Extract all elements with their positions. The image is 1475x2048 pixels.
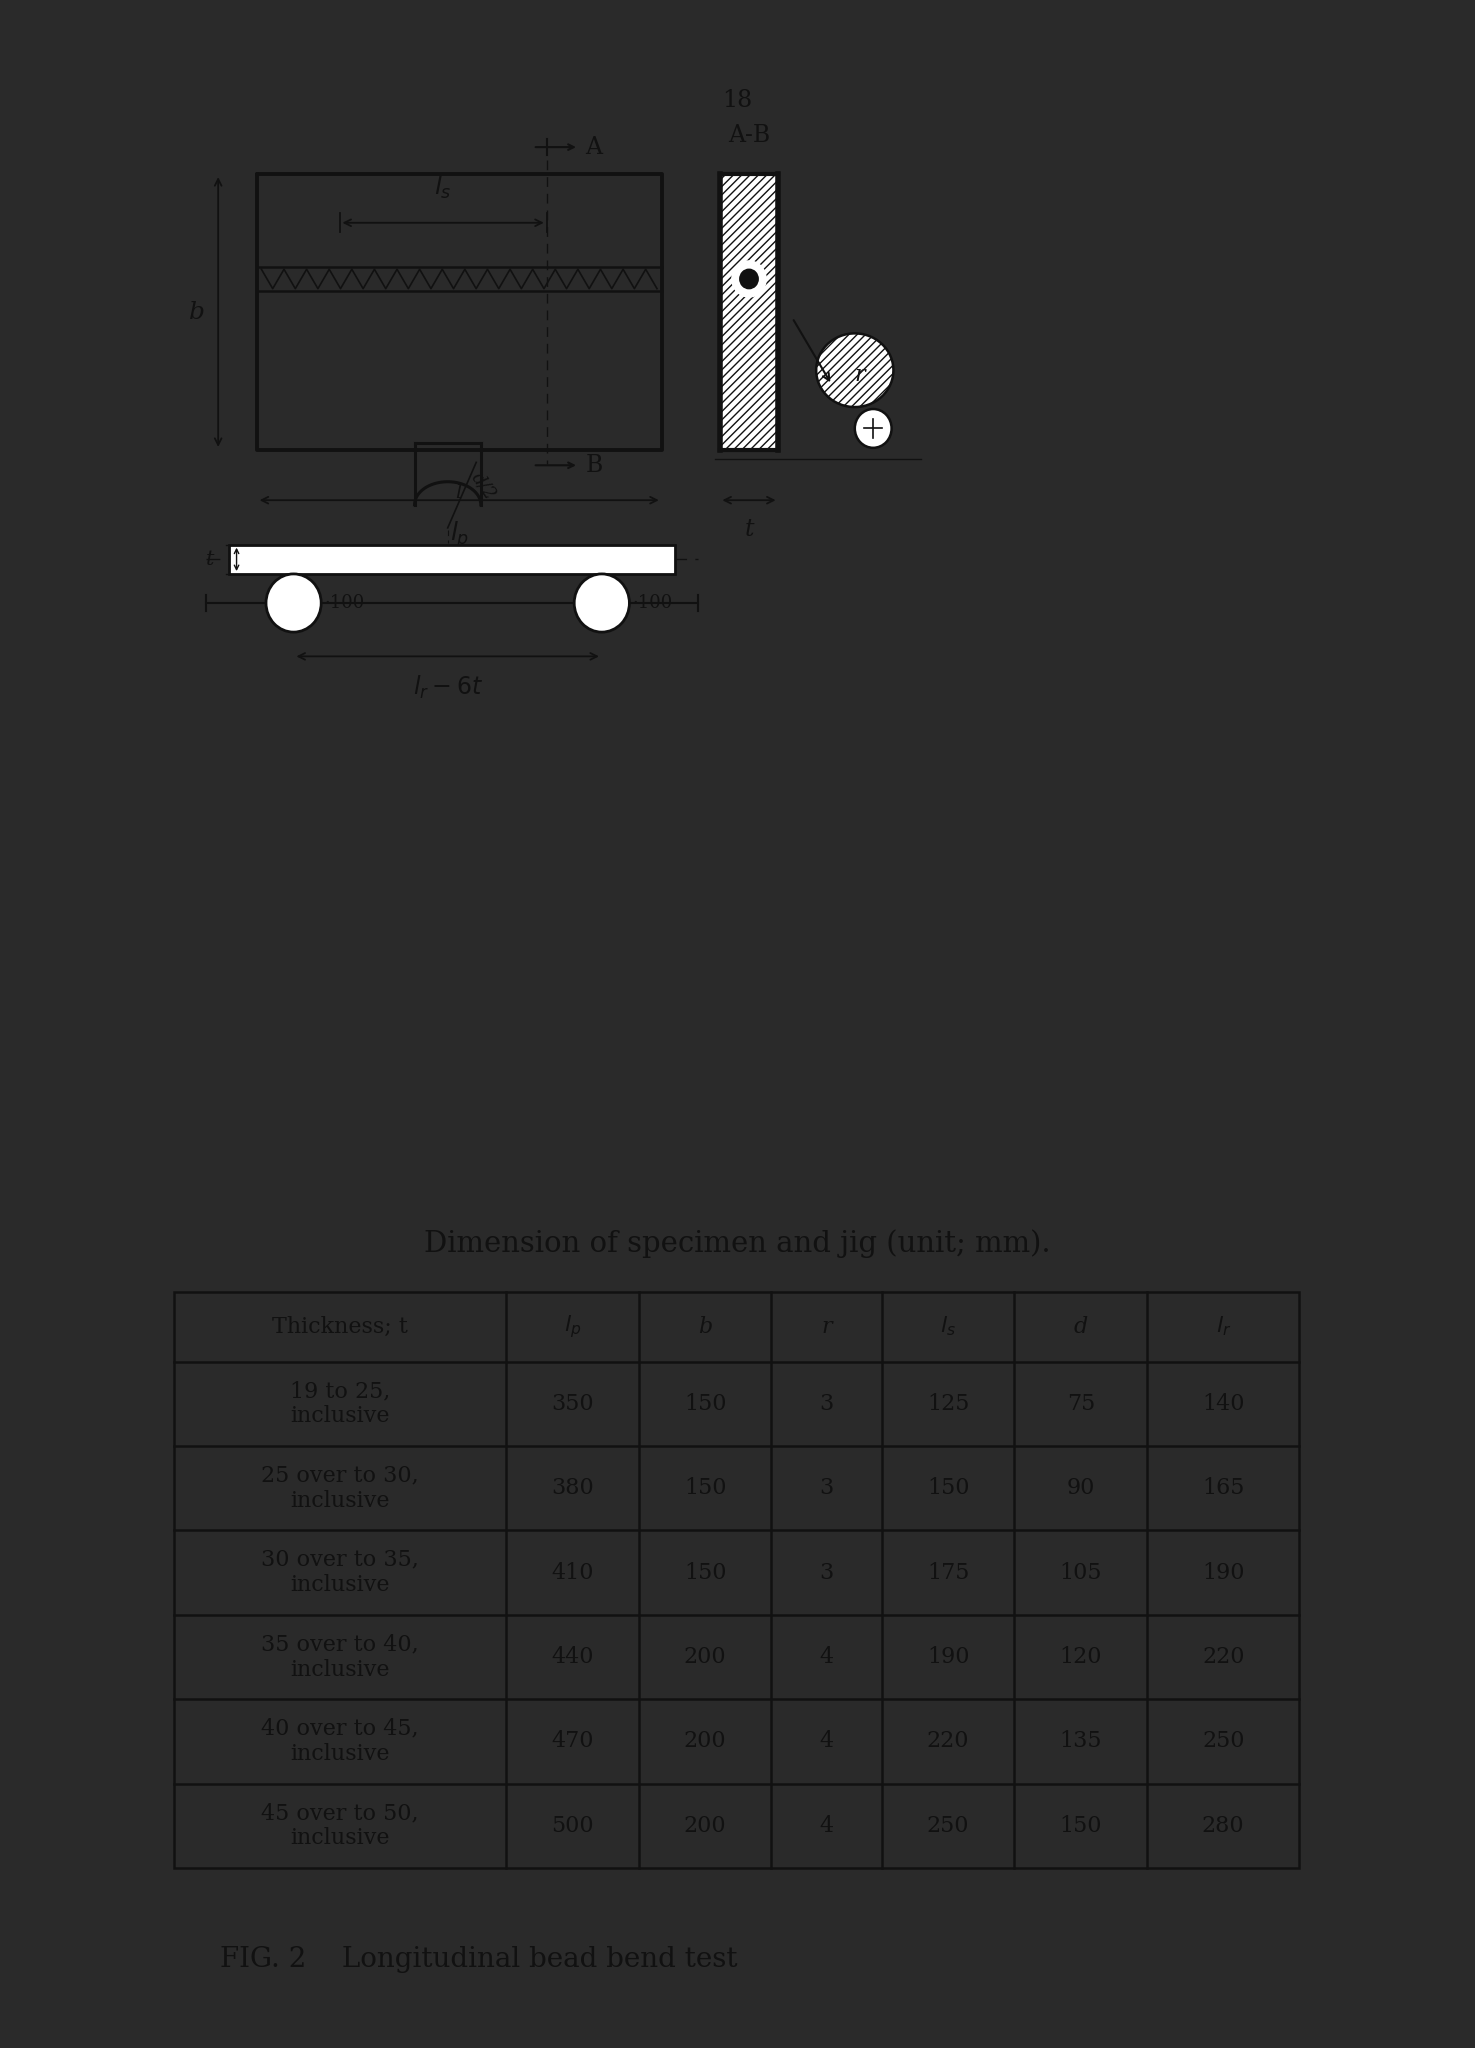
Text: 470: 470 [552, 1731, 593, 1753]
Text: 150: 150 [926, 1477, 969, 1499]
Text: 135: 135 [1059, 1731, 1102, 1753]
Circle shape [733, 262, 766, 297]
Text: 200: 200 [684, 1815, 726, 1837]
Circle shape [855, 410, 891, 449]
Text: 250: 250 [926, 1815, 969, 1837]
Polygon shape [720, 174, 779, 451]
Text: B: B [586, 455, 603, 477]
Text: 280: 280 [1202, 1815, 1245, 1837]
Text: 150: 150 [684, 1561, 726, 1583]
Text: FIG. 2    Longitudinal bead bend test: FIG. 2 Longitudinal bead bend test [220, 1946, 738, 1972]
Text: 150: 150 [1059, 1815, 1102, 1837]
Text: d/2: d/2 [468, 469, 500, 504]
Polygon shape [816, 334, 894, 408]
Text: $l_s$: $l_s$ [434, 174, 451, 201]
Text: 150: 150 [684, 1393, 726, 1415]
Text: 4: 4 [820, 1815, 833, 1837]
Text: Dimension of specimen and jig (unit; mm).: Dimension of specimen and jig (unit; mm)… [423, 1229, 1050, 1257]
Text: l: l [456, 483, 462, 502]
Text: 140: 140 [1202, 1393, 1245, 1415]
Text: b: b [698, 1315, 712, 1337]
Text: r: r [854, 365, 864, 387]
Circle shape [574, 573, 630, 633]
Text: $l_r - 6t$: $l_r - 6t$ [413, 674, 482, 700]
Text: 165: 165 [1202, 1477, 1245, 1499]
Circle shape [740, 268, 758, 289]
Text: 120: 120 [1059, 1647, 1102, 1667]
Text: 175: 175 [926, 1561, 969, 1583]
Text: 3: 3 [820, 1561, 833, 1583]
Text: 150: 150 [684, 1477, 726, 1499]
Text: 4: 4 [820, 1731, 833, 1753]
Text: 200: 200 [684, 1647, 726, 1667]
Text: 380: 380 [552, 1477, 593, 1499]
Text: 4: 4 [820, 1647, 833, 1667]
Text: 40 over to 45,
inclusive: 40 over to 45, inclusive [261, 1718, 419, 1765]
Text: $l_r$: $l_r$ [1215, 1315, 1232, 1339]
Text: 125: 125 [926, 1393, 969, 1415]
Text: 410: 410 [552, 1561, 593, 1583]
Text: t: t [207, 549, 214, 569]
Text: $l_p$: $l_p$ [450, 520, 469, 551]
Text: 3: 3 [820, 1393, 833, 1415]
Bar [229, 545, 676, 573]
Text: 18: 18 [721, 88, 752, 113]
Text: $l_s$: $l_s$ [940, 1315, 956, 1339]
Text: $l_p$: $l_p$ [563, 1313, 581, 1339]
Text: 350: 350 [552, 1393, 593, 1415]
Text: 440: 440 [552, 1647, 593, 1667]
Text: 35 over to 40,
inclusive: 35 over to 40, inclusive [261, 1632, 419, 1681]
Text: Thickness; t: Thickness; t [271, 1315, 409, 1337]
Bar [174, 1292, 1299, 1868]
Text: d: d [1074, 1315, 1089, 1337]
Text: 220: 220 [926, 1731, 969, 1753]
Text: 200: 200 [684, 1731, 726, 1753]
Text: b: b [189, 301, 205, 324]
Text: A: A [586, 135, 602, 158]
Text: 500: 500 [552, 1815, 593, 1837]
Text: 45 over to 50,
inclusive: 45 over to 50, inclusive [261, 1802, 419, 1849]
Circle shape [740, 270, 757, 287]
Text: 190: 190 [926, 1647, 969, 1667]
Text: 25 over to 30,
inclusive: 25 over to 30, inclusive [261, 1464, 419, 1511]
Text: 220: 220 [1202, 1647, 1245, 1667]
Text: 30 over to 35,
inclusive: 30 over to 35, inclusive [261, 1548, 419, 1595]
Text: 19 to 25,
inclusive: 19 to 25, inclusive [289, 1380, 391, 1427]
Text: 105: 105 [1059, 1561, 1102, 1583]
Text: t: t [745, 518, 754, 541]
Text: ·100: ·100 [324, 594, 364, 612]
Text: 190: 190 [1202, 1561, 1245, 1583]
Text: r: r [822, 1315, 832, 1337]
Text: 3: 3 [820, 1477, 833, 1499]
Text: 90: 90 [1066, 1477, 1094, 1499]
Text: A-B: A-B [727, 125, 770, 147]
Circle shape [266, 573, 322, 633]
Text: ·100: ·100 [633, 594, 673, 612]
Text: 75: 75 [1066, 1393, 1094, 1415]
Text: 250: 250 [1202, 1731, 1245, 1753]
